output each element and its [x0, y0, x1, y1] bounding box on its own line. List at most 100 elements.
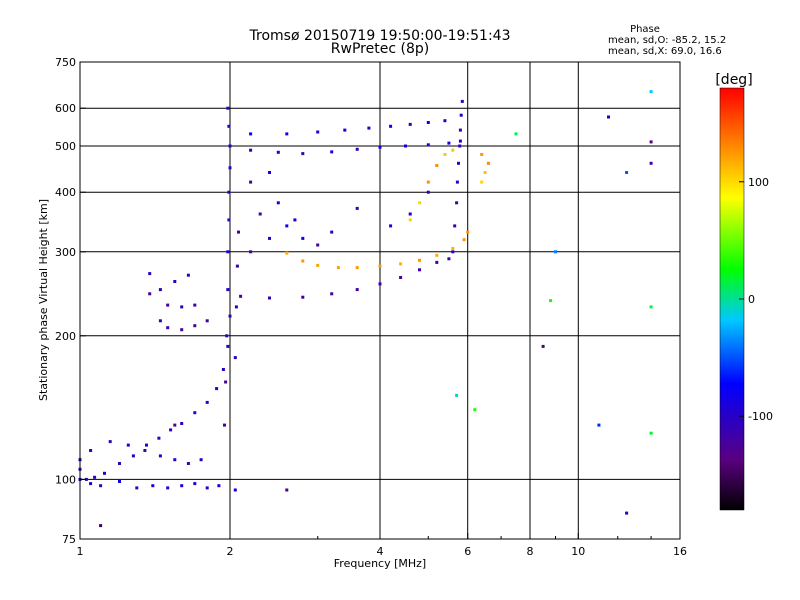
data-point — [148, 272, 151, 275]
x-axis-label: Frequency [MHz] — [334, 557, 426, 570]
data-point — [466, 231, 469, 234]
y-tick-label: 750 — [55, 56, 76, 69]
data-point — [226, 288, 229, 291]
data-point — [301, 260, 304, 263]
data-point — [268, 297, 271, 300]
data-point — [235, 305, 238, 308]
data-point — [418, 259, 421, 262]
data-point — [356, 288, 359, 291]
data-point — [427, 143, 430, 146]
data-point — [447, 257, 450, 260]
data-point — [389, 125, 392, 128]
data-point — [356, 266, 359, 269]
y-tick-label: 75 — [62, 533, 76, 546]
data-point — [180, 484, 183, 487]
data-point — [118, 462, 121, 465]
ionogram-chart: Tromsø 20150719 19:50:00-19:51:43 RwPret… — [0, 0, 800, 600]
data-point — [460, 114, 463, 117]
y-tick-label: 400 — [55, 186, 76, 199]
data-point — [193, 411, 196, 414]
chart-subtitle: RwPretec (8p) — [331, 41, 429, 57]
data-point — [285, 489, 288, 492]
grid-lines — [80, 62, 680, 539]
data-point — [418, 268, 421, 271]
data-point — [316, 244, 319, 247]
data-point — [356, 148, 359, 151]
data-point — [268, 237, 271, 240]
data-point — [151, 484, 154, 487]
data-point — [650, 432, 653, 435]
data-point — [234, 489, 237, 492]
data-point — [455, 201, 458, 204]
data-point — [173, 458, 176, 461]
data-point — [227, 218, 230, 221]
data-point — [127, 444, 130, 447]
data-point — [418, 201, 421, 204]
data-point — [435, 261, 438, 264]
data-point — [224, 381, 227, 384]
data-point — [193, 324, 196, 327]
data-point — [206, 486, 209, 489]
data-point — [193, 304, 196, 307]
y-tick-label: 600 — [55, 102, 76, 115]
data-point — [157, 437, 160, 440]
data-point — [277, 201, 280, 204]
data-point — [293, 218, 296, 221]
data-point — [399, 262, 402, 265]
data-point — [459, 129, 462, 132]
data-point — [379, 265, 382, 268]
data-point — [285, 224, 288, 227]
y-tick-label: 100 — [55, 473, 76, 486]
stats-line-x: mean, sd,X: 69.0, 16.6 — [608, 46, 722, 57]
data-point — [148, 292, 151, 295]
data-point — [109, 440, 112, 443]
data-point — [132, 454, 135, 457]
x-tick-label: 6 — [464, 545, 471, 558]
data-point — [301, 296, 304, 299]
data-point — [457, 162, 460, 165]
data-point — [118, 480, 121, 483]
data-point — [447, 142, 450, 145]
data-point — [301, 152, 304, 155]
data-point — [99, 484, 102, 487]
data-point — [458, 145, 461, 148]
data-point — [480, 181, 483, 184]
data-point — [249, 132, 252, 135]
data-point — [225, 334, 228, 337]
data-point — [215, 387, 218, 390]
data-point — [484, 171, 487, 174]
data-point — [435, 164, 438, 167]
data-point — [89, 482, 92, 485]
data-point — [459, 140, 462, 143]
data-point — [515, 132, 518, 135]
data-point — [159, 319, 162, 322]
colorbar-tick-label: 100 — [748, 176, 769, 189]
data-point — [159, 454, 162, 457]
data-point — [226, 345, 229, 348]
data-point — [409, 123, 412, 126]
data-point — [343, 129, 346, 132]
x-axis-ticks: 1 2 4 6 8 10 16 — [77, 533, 688, 558]
data-point — [222, 368, 225, 371]
data-point — [463, 238, 466, 241]
data-point — [93, 476, 96, 479]
data-point — [427, 191, 430, 194]
data-point — [193, 482, 196, 485]
x-tick-label: 8 — [527, 545, 534, 558]
data-point — [455, 394, 458, 397]
data-point — [173, 424, 176, 427]
data-point — [227, 191, 230, 194]
data-point — [367, 127, 370, 130]
data-point — [249, 250, 252, 253]
data-point — [451, 247, 454, 250]
colorbar-label: [deg] — [715, 72, 752, 88]
data-point — [249, 149, 252, 152]
data-point — [480, 153, 483, 156]
data-point — [650, 305, 653, 308]
data-point — [187, 274, 190, 277]
data-point — [650, 90, 653, 93]
y-axis-label: Stationary phase Virtual Height [km] — [37, 199, 50, 401]
data-point — [268, 171, 271, 174]
data-point — [206, 319, 209, 322]
data-point — [223, 424, 226, 427]
